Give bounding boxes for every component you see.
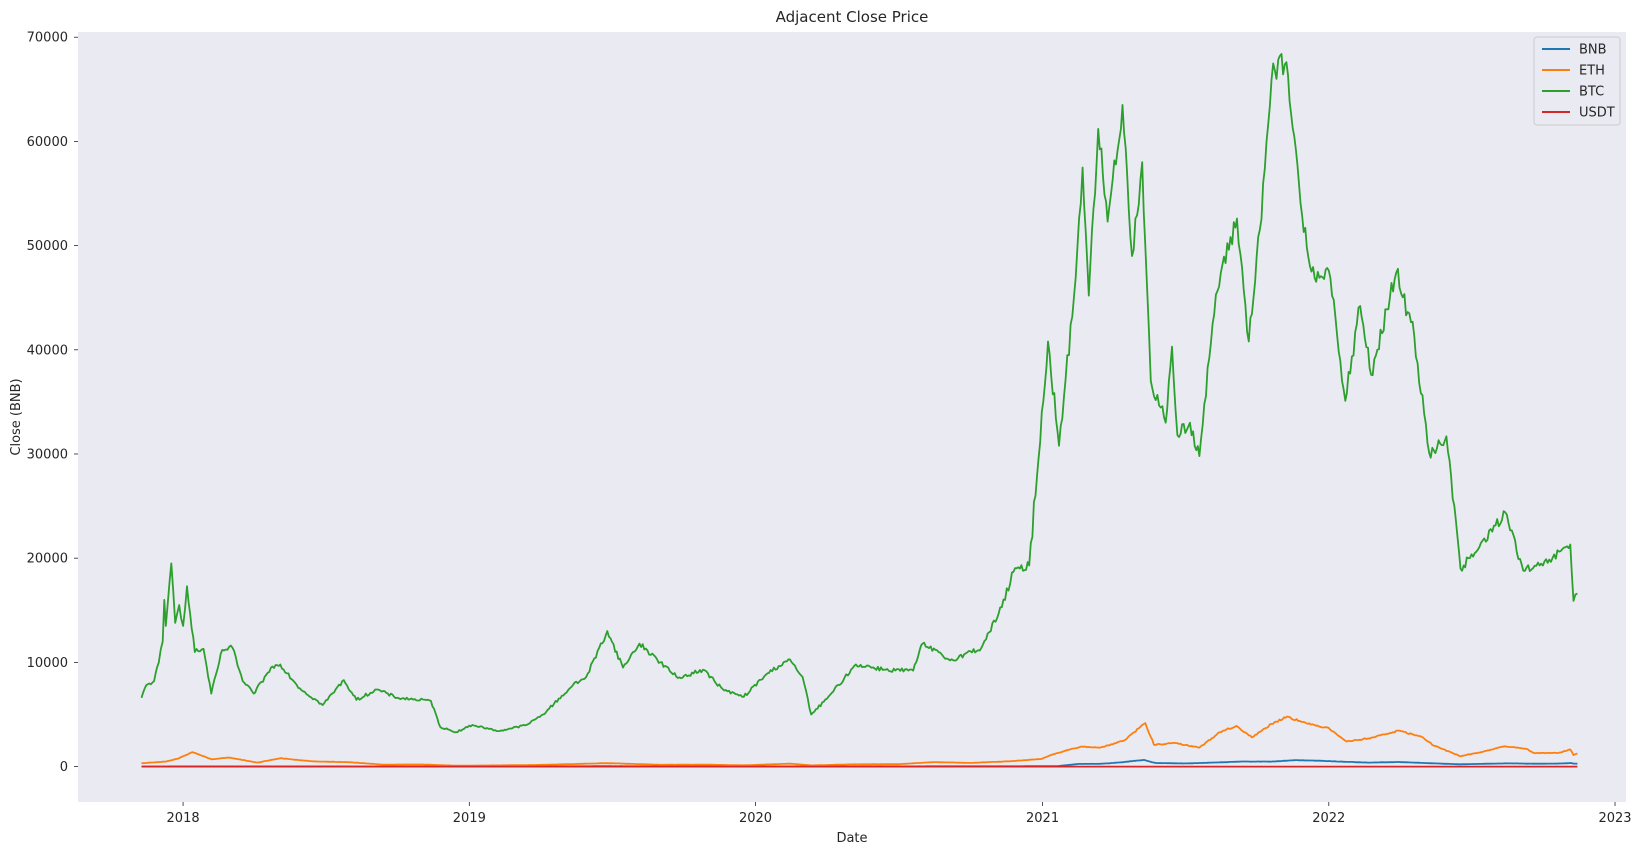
plot-background (78, 32, 1626, 802)
x-tick-label: 2019 (453, 811, 486, 826)
y-tick-label: 60000 (27, 135, 68, 150)
x-tick-label: 2023 (1598, 811, 1631, 826)
series-line-eth (141, 715, 1578, 767)
y-axis-title: Close (BNB) (9, 378, 24, 455)
x-tick-label: 2021 (1026, 811, 1059, 826)
legend: BNB ETH BTC USDT (1533, 36, 1621, 126)
y-tick-label: 70000 (27, 31, 68, 46)
y-tick-label: 0 (60, 760, 68, 775)
y-tick-label: 20000 (27, 552, 68, 567)
y-tick-label: 10000 (27, 656, 68, 671)
chart-title: Adjacent Close Price (776, 8, 929, 26)
legend-label-usdt: USDT (1579, 106, 1615, 121)
x-tick-label: 2020 (739, 811, 772, 826)
legend-label-eth: ETH (1579, 64, 1605, 79)
series-line-btc (140, 53, 1578, 734)
legend-label-btc: BTC (1579, 85, 1604, 100)
legend-label-bnb: BNB (1579, 43, 1607, 58)
x-axis-title: Date (836, 831, 867, 846)
y-tick-label: 30000 (27, 447, 68, 462)
series-layer (140, 53, 1578, 768)
x-axis: 2018 2019 2020 2021 2022 2023 (167, 802, 1632, 826)
y-tick-label: 40000 (27, 343, 68, 358)
x-tick-label: 2018 (167, 811, 200, 826)
legend-box (1533, 36, 1621, 126)
x-tick-label: 2022 (1312, 811, 1345, 826)
y-axis: 0 10000 20000 30000 40000 50000 60000 70000 (27, 31, 78, 775)
y-tick-label: 50000 (27, 239, 68, 254)
